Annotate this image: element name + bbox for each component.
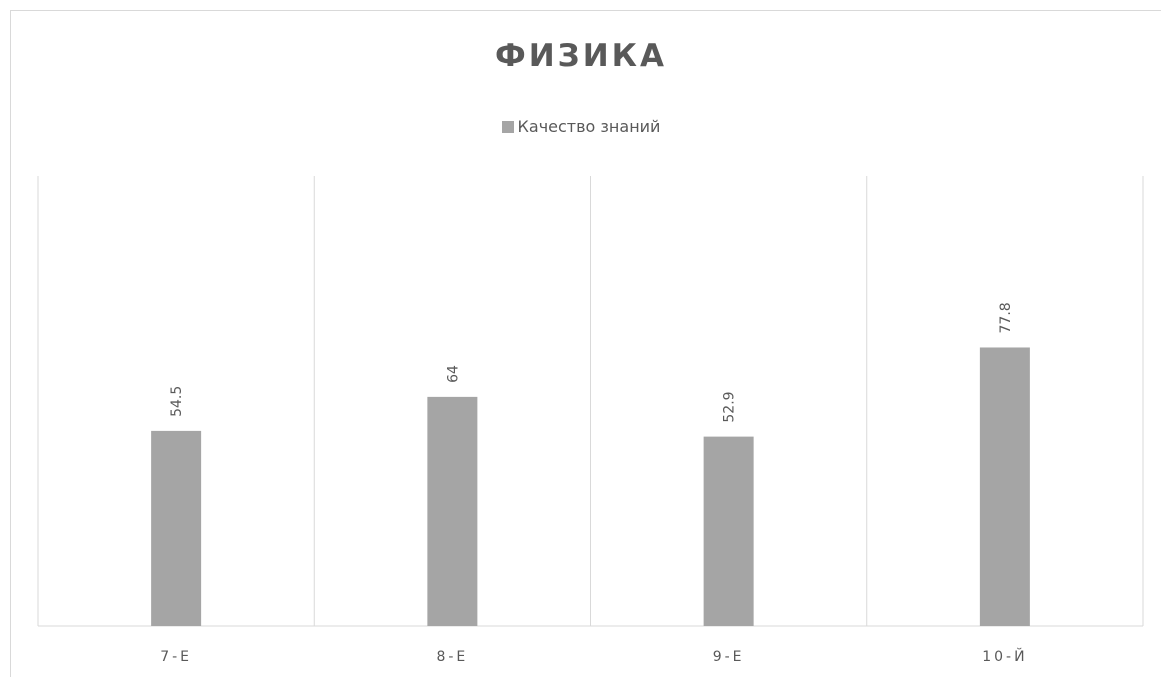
- bar: [703, 436, 754, 626]
- data-label: 64: [445, 365, 461, 383]
- bars: [151, 347, 1030, 626]
- x-tick-label: 9-Е: [713, 649, 745, 665]
- x-tick-label: 7-Е: [160, 649, 192, 665]
- bar: [427, 396, 478, 626]
- legend: Качество знаний: [0, 117, 1162, 136]
- legend-swatch: [501, 121, 514, 133]
- data-labels: 54.5 64 52.9 77.8: [169, 302, 1014, 422]
- data-label: 77.8: [998, 302, 1014, 333]
- x-tick-labels: 7-Е 8-Е 9-Е 10-Й: [160, 647, 1027, 665]
- data-label: 52.9: [722, 391, 738, 422]
- data-label: 54.5: [169, 386, 185, 417]
- category-separators: [37, 176, 1144, 626]
- bar: [979, 347, 1030, 626]
- chart-title: ФИЗИКА: [495, 38, 667, 74]
- legend-label: Качество знаний: [517, 117, 661, 136]
- x-tick-label: 8-Е: [436, 649, 468, 665]
- chart-frame: [10, 10, 1161, 677]
- x-tick-label: 10-Й: [982, 647, 1027, 665]
- bar: [151, 430, 202, 626]
